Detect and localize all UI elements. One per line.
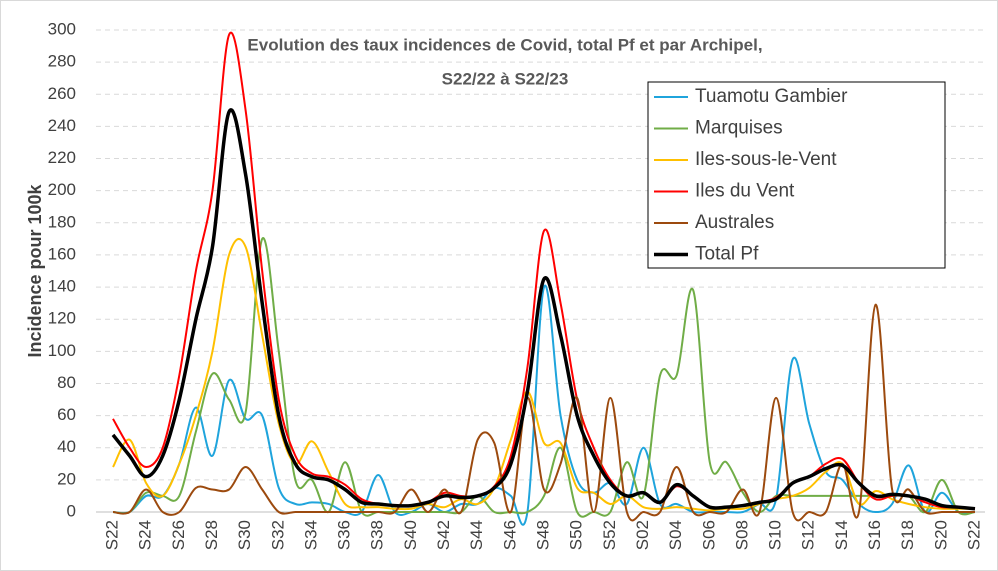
x-tick-label: S38	[368, 520, 387, 550]
y-tick-label: 20	[57, 469, 76, 488]
x-tick-label: S34	[301, 520, 320, 550]
x-tick-label: S10	[766, 520, 785, 550]
chart-title: Evolution des taux incidences de Covid, …	[247, 35, 762, 54]
legend-label: Marquises	[695, 118, 783, 139]
legend-box	[647, 81, 946, 269]
x-tick-label: S08	[732, 520, 751, 550]
x-tick-label: S52	[600, 520, 619, 550]
x-tick-label: S16	[865, 520, 884, 550]
x-tick-label: S40	[401, 520, 420, 550]
y-tick-label: 60	[57, 405, 76, 424]
y-tick-label: 180	[48, 212, 76, 231]
y-tick-label: 200	[48, 180, 76, 199]
x-tick-label: S26	[169, 520, 188, 550]
y-tick-label: 120	[48, 309, 76, 328]
x-tick-label: S18	[898, 520, 917, 550]
y-tick-label: 280	[48, 52, 76, 71]
y-tick-label: 260	[48, 84, 76, 103]
x-tick-label: S22	[102, 520, 121, 550]
legend-label: Tuamotu Gambier	[695, 86, 848, 107]
x-tick-label: S30	[235, 520, 254, 550]
x-tick-label: S22	[964, 520, 983, 550]
legend-label: Iles-sous-le-Vent	[695, 149, 837, 170]
series-line	[111, 108, 976, 511]
series-line	[112, 237, 975, 512]
series-line	[112, 31, 976, 510]
x-tick-label: S44	[467, 520, 486, 550]
y-tick-label: 80	[57, 373, 76, 392]
x-tick-label: S06	[699, 520, 718, 550]
chart-subtitle: S22/22 à S22/23	[442, 69, 569, 88]
x-tick-label: S42	[434, 520, 453, 550]
x-tick-label: S04	[666, 520, 685, 550]
legend-label: Iles du Vent	[695, 181, 795, 202]
x-tick-label: S24	[136, 520, 155, 550]
y-tick-label: 140	[48, 277, 76, 296]
y-tick-label: 100	[48, 341, 76, 360]
y-tick-label: 160	[48, 244, 76, 263]
x-tick-label: S50	[567, 520, 586, 550]
x-tick-label: S32	[268, 520, 287, 550]
y-tick-label: 240	[48, 116, 76, 135]
y-tick-label: 300	[48, 19, 76, 38]
x-tick-label: S28	[202, 520, 221, 550]
y-tick-label: 0	[67, 501, 76, 520]
x-tick-label: S12	[799, 520, 818, 550]
x-tick-label: S48	[533, 520, 552, 550]
y-tick-label: 220	[48, 148, 76, 167]
x-tick-label: S20	[931, 520, 950, 550]
x-tick-label: S46	[500, 520, 519, 550]
x-tick-label: S36	[335, 520, 354, 550]
series-line	[112, 237, 976, 518]
x-tick-label: S02	[633, 520, 652, 550]
legend-label: Australes	[695, 212, 774, 233]
y-axis-title: Incidence pour 100k	[25, 183, 45, 357]
x-tick-label: S14	[832, 520, 851, 550]
y-tick-label: 40	[57, 437, 76, 456]
legend-label: Total Pf	[695, 244, 759, 265]
